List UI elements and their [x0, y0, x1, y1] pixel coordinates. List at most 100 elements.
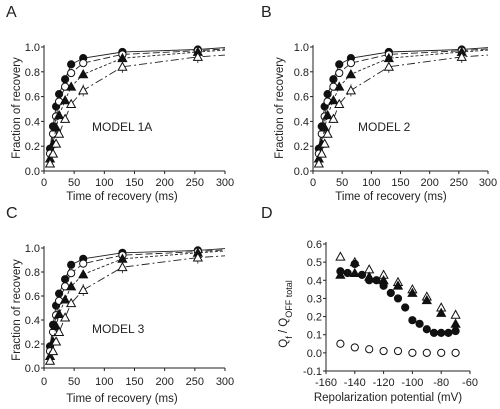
- point-2-1-5: [335, 68, 344, 78]
- point-4-2-11: [415, 319, 424, 328]
- y-tick-label-2-2: 0.4: [294, 116, 309, 128]
- x-axis-label-d: Repolarization potential (mV): [314, 392, 462, 404]
- x-tick-label-2-2: 100: [362, 177, 380, 189]
- x-axis-label-c: Time of recovery (ms): [66, 393, 178, 405]
- point-3-1-6: [79, 259, 88, 268]
- point-2-1-6: [346, 59, 356, 68]
- point-4-2-10: [408, 316, 417, 325]
- point-2-3-0: [313, 158, 324, 168]
- point-2-3-1: [316, 148, 327, 158]
- point-4-2-0: [336, 267, 345, 276]
- panel-letter-c: C: [6, 205, 18, 222]
- x-tick-label-4-3: -100: [401, 377, 423, 389]
- x-tick-label-2-1: 50: [336, 177, 348, 189]
- point-2-2-2: [319, 122, 330, 132]
- y-tick-label-4-2: 0.1: [307, 330, 322, 342]
- y-tick-label-1-0: 0.0: [25, 166, 40, 178]
- x-tick-label-4-0: -160: [315, 377, 337, 389]
- point-2-3-2: [319, 138, 330, 148]
- point-1-3-6: [78, 85, 89, 95]
- point-4-1-4: [392, 280, 404, 290]
- panel-letter-b: B: [261, 4, 272, 21]
- point-4-0-0: [335, 251, 346, 261]
- y-tick-label-3-0: 0.0: [25, 363, 40, 375]
- y-tick-label-2-1: 0.2: [294, 141, 309, 153]
- model-label-a: MODEL 1A: [92, 120, 152, 134]
- y-tick-label-4-3: 0.2: [307, 312, 322, 324]
- y-axis-label-c: Fraction of recovery: [11, 259, 23, 361]
- point-2-3-5: [334, 98, 345, 108]
- x-axis-label-a: Time of recovery (ms): [66, 191, 178, 203]
- y-tick-label-1-2: 0.4: [25, 116, 40, 128]
- x-tick-label-4-1: -140: [344, 377, 366, 389]
- point-3-3-6: [78, 284, 89, 294]
- y-axis-label-d-sub1: f: [284, 336, 294, 339]
- point-3-3-4: [59, 312, 71, 322]
- point-1-1-6: [79, 59, 88, 68]
- x-tick-label-1-2: 100: [95, 177, 113, 189]
- x-tick-label-3-6: 300: [216, 376, 234, 388]
- y-axis-label-a: Fraction of recovery: [11, 57, 23, 159]
- y-tick-label-4-4: 0.3: [307, 293, 322, 305]
- y-tick-label-4-7: 0.6: [307, 239, 322, 251]
- y-tick-label-3-2: 0.4: [25, 315, 40, 327]
- point-4-1-1: [349, 267, 360, 277]
- point-4-2-12: [422, 325, 431, 334]
- point-3-2-3: [53, 308, 65, 318]
- fit-line-2-1: [318, 48, 489, 154]
- x-tick-label-2-6: 300: [479, 177, 497, 189]
- panel-a: A MODEL 1A Time of recovery (ms) Fractio…: [6, 4, 234, 203]
- point-3-0-3: [54, 289, 64, 298]
- model-label-c: MODEL 3: [92, 322, 145, 336]
- y-tick-label-1-4: 0.8: [25, 67, 40, 79]
- x-tick-label-3-1: 50: [68, 376, 80, 388]
- y-axis-label-d: Qf / QOFF total: [278, 280, 294, 348]
- fit-line-1-1: [49, 48, 226, 154]
- point-4-1-8: [450, 318, 461, 328]
- point-4-2-14: [437, 328, 446, 337]
- y-tick-label-1-3: 0.6: [25, 92, 40, 104]
- point-1-2-5: [66, 81, 77, 91]
- panel-b: B MODEL 2 Time of recovery (ms) Fraction…: [261, 4, 497, 203]
- x-tick-label-1-4: 200: [155, 177, 173, 189]
- point-1-2-6: [78, 68, 89, 79]
- x-tick-label-3-0: 0: [41, 376, 47, 388]
- point-2-3-8: [456, 51, 467, 61]
- fit-line-2-2: [318, 49, 489, 159]
- point-4-2-5: [372, 276, 381, 285]
- y-axis-label-d-main: Q: [278, 339, 290, 348]
- point-4-3-2: [365, 345, 374, 354]
- panel-letter-a: A: [6, 4, 17, 21]
- x-tick-label-3-2: 100: [95, 376, 113, 388]
- point-1-3-2: [50, 138, 62, 148]
- point-4-2-8: [393, 294, 403, 303]
- y-tick-label-2-5: 1.0: [294, 42, 309, 54]
- point-2-2-3: [322, 109, 333, 120]
- point-4-2-16: [451, 326, 460, 336]
- y-tick-label-1-1: 0.2: [25, 141, 40, 153]
- panel-letter-d: D: [261, 205, 273, 222]
- point-4-3-0: [336, 339, 345, 348]
- point-3-3-8: [192, 252, 203, 262]
- point-3-0-5: [67, 260, 76, 269]
- point-2-3-3: [322, 128, 333, 138]
- y-tick-label-4-5: 0.4: [307, 275, 322, 287]
- point-4-3-8: [451, 348, 460, 357]
- point-3-2-5: [66, 281, 77, 291]
- point-1-1-5: [67, 68, 76, 78]
- point-4-2-2: [350, 259, 359, 269]
- x-tick-label-3-5: 250: [186, 376, 204, 388]
- point-3-3-0: [44, 355, 56, 365]
- x-tick-label-2-0: 0: [310, 177, 316, 189]
- point-2-0-5: [335, 60, 344, 69]
- y-axis-label-b: Fraction of recovery: [274, 57, 286, 159]
- point-4-1-5: [407, 287, 418, 297]
- point-4-2-7: [386, 288, 395, 298]
- point-2-3-4: [328, 113, 339, 123]
- fit-line-1-2: [49, 49, 226, 159]
- point-3-1-5: [67, 269, 76, 278]
- x-tick-label-1-3: 150: [125, 177, 143, 189]
- point-4-0-8: [450, 309, 461, 319]
- x-tick-label-1-0: 0: [41, 177, 47, 189]
